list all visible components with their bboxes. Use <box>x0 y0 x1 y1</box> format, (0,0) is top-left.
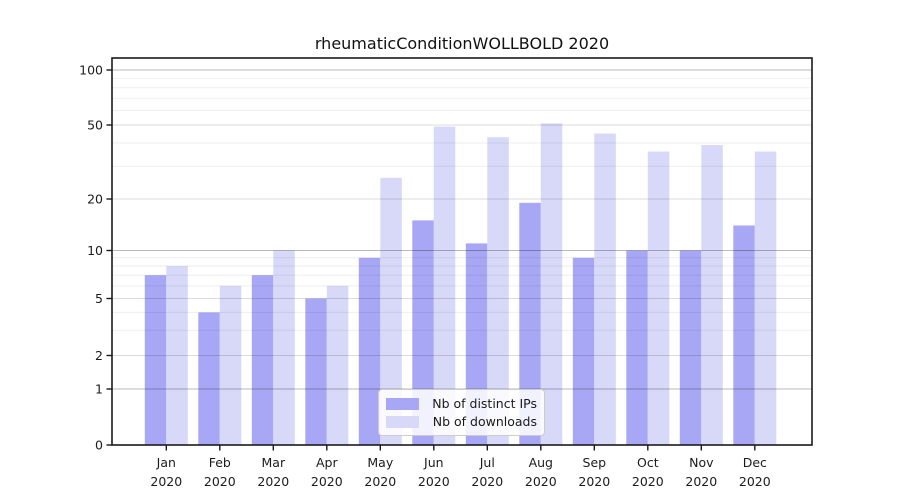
bar--downloads-aug <box>540 123 563 446</box>
legend-label-downloads: Nb of downloads <box>432 414 537 429</box>
x-tick-label-year: 2020 <box>257 474 289 489</box>
bar--downloads-dec <box>754 151 777 445</box>
x-tick-label-month: Feb <box>209 455 231 470</box>
bar--distinct-ips-aug <box>519 202 541 445</box>
x-tick-label-year: 2020 <box>311 474 343 489</box>
bar--distinct-ips-apr <box>305 298 327 445</box>
bar--downloads-oct <box>647 151 670 445</box>
x-tick-label-year: 2020 <box>632 474 664 489</box>
x-tick-label-year: 2020 <box>739 474 771 489</box>
bar--downloads-mar <box>273 250 295 445</box>
bar--distinct-ips-feb <box>198 312 220 445</box>
y-tick-label: 50 <box>87 118 103 133</box>
bar--downloads-apr <box>326 285 349 445</box>
y-tick-label: 0 <box>95 438 103 453</box>
bar--downloads-nov <box>701 145 723 445</box>
legend-swatch-distinct-ips <box>386 397 419 410</box>
x-tick-label-year: 2020 <box>150 474 182 489</box>
x-tick-label-year: 2020 <box>418 474 450 489</box>
x-tick-label-year: 2020 <box>685 474 717 489</box>
y-tick-label: 20 <box>87 192 103 207</box>
y-tick-label: 1 <box>95 382 103 397</box>
x-tick-label-month: Jul <box>479 455 495 470</box>
y-tick-label: 2 <box>95 348 103 363</box>
x-tick-label-month: Apr <box>316 455 338 470</box>
legend: Nb of distinct IPs Nb of downloads <box>378 389 545 436</box>
x-tick-label-month: Dec <box>743 455 767 470</box>
y-axis: 0 1 2 5 10 20 50 100 <box>79 63 112 453</box>
bar--downloads-may <box>380 177 402 446</box>
x-axis: Jan 2020 Feb 2020 Mar 2020 Apr 2020 May 2020 Jun 20… <box>150 445 771 489</box>
x-tick-label-month: Aug <box>529 455 553 470</box>
x-tick-label-year: 2020 <box>471 474 503 489</box>
legend-row-distinct-ips: Nb of distinct IPs <box>386 396 537 411</box>
bar--distinct-ips-may <box>358 257 381 445</box>
bar--downloads-jan <box>166 266 188 445</box>
bar--distinct-ips-sep <box>572 257 595 445</box>
axes-spines <box>111 57 813 446</box>
x-tick-label-year: 2020 <box>525 474 557 489</box>
bar--downloads-sep <box>594 133 616 445</box>
bar--distinct-ips-oct <box>626 250 648 445</box>
bar--distinct-ips-dec <box>733 225 755 445</box>
bar--distinct-ips-jun <box>412 220 434 445</box>
gridlines <box>112 69 812 390</box>
x-tick-label-month: Oct <box>637 455 659 470</box>
x-tick-label-month: Jan <box>156 455 176 470</box>
x-tick-label-month: Jun <box>423 455 444 470</box>
legend-label-distinct-ips: Nb of distinct IPs <box>432 396 537 411</box>
bar--distinct-ips-jan <box>144 275 167 445</box>
bar--distinct-ips-mar <box>251 275 274 445</box>
chart-title: rheumaticConditionWOLLBOLD 2020 <box>314 34 610 53</box>
x-tick-label-month: Mar <box>262 455 286 470</box>
bar--downloads-jul <box>487 137 509 445</box>
x-tick-label-year: 2020 <box>364 474 396 489</box>
y-tick-label: 100 <box>79 63 103 78</box>
x-tick-label-year: 2020 <box>204 474 236 489</box>
y-tick-label: 5 <box>95 291 103 306</box>
x-tick-label-month: Sep <box>583 455 607 470</box>
bar--distinct-ips-nov <box>679 250 702 445</box>
x-tick-label-year: 2020 <box>578 474 610 489</box>
y-tick-label: 10 <box>87 243 103 258</box>
x-tick-label-month: May <box>367 455 393 470</box>
legend-swatch-downloads <box>386 415 419 428</box>
bar--downloads-jun <box>433 126 456 445</box>
legend-row-downloads: Nb of downloads <box>386 414 537 429</box>
bar--downloads-feb <box>219 285 242 445</box>
x-tick-label-month: Nov <box>689 455 714 470</box>
